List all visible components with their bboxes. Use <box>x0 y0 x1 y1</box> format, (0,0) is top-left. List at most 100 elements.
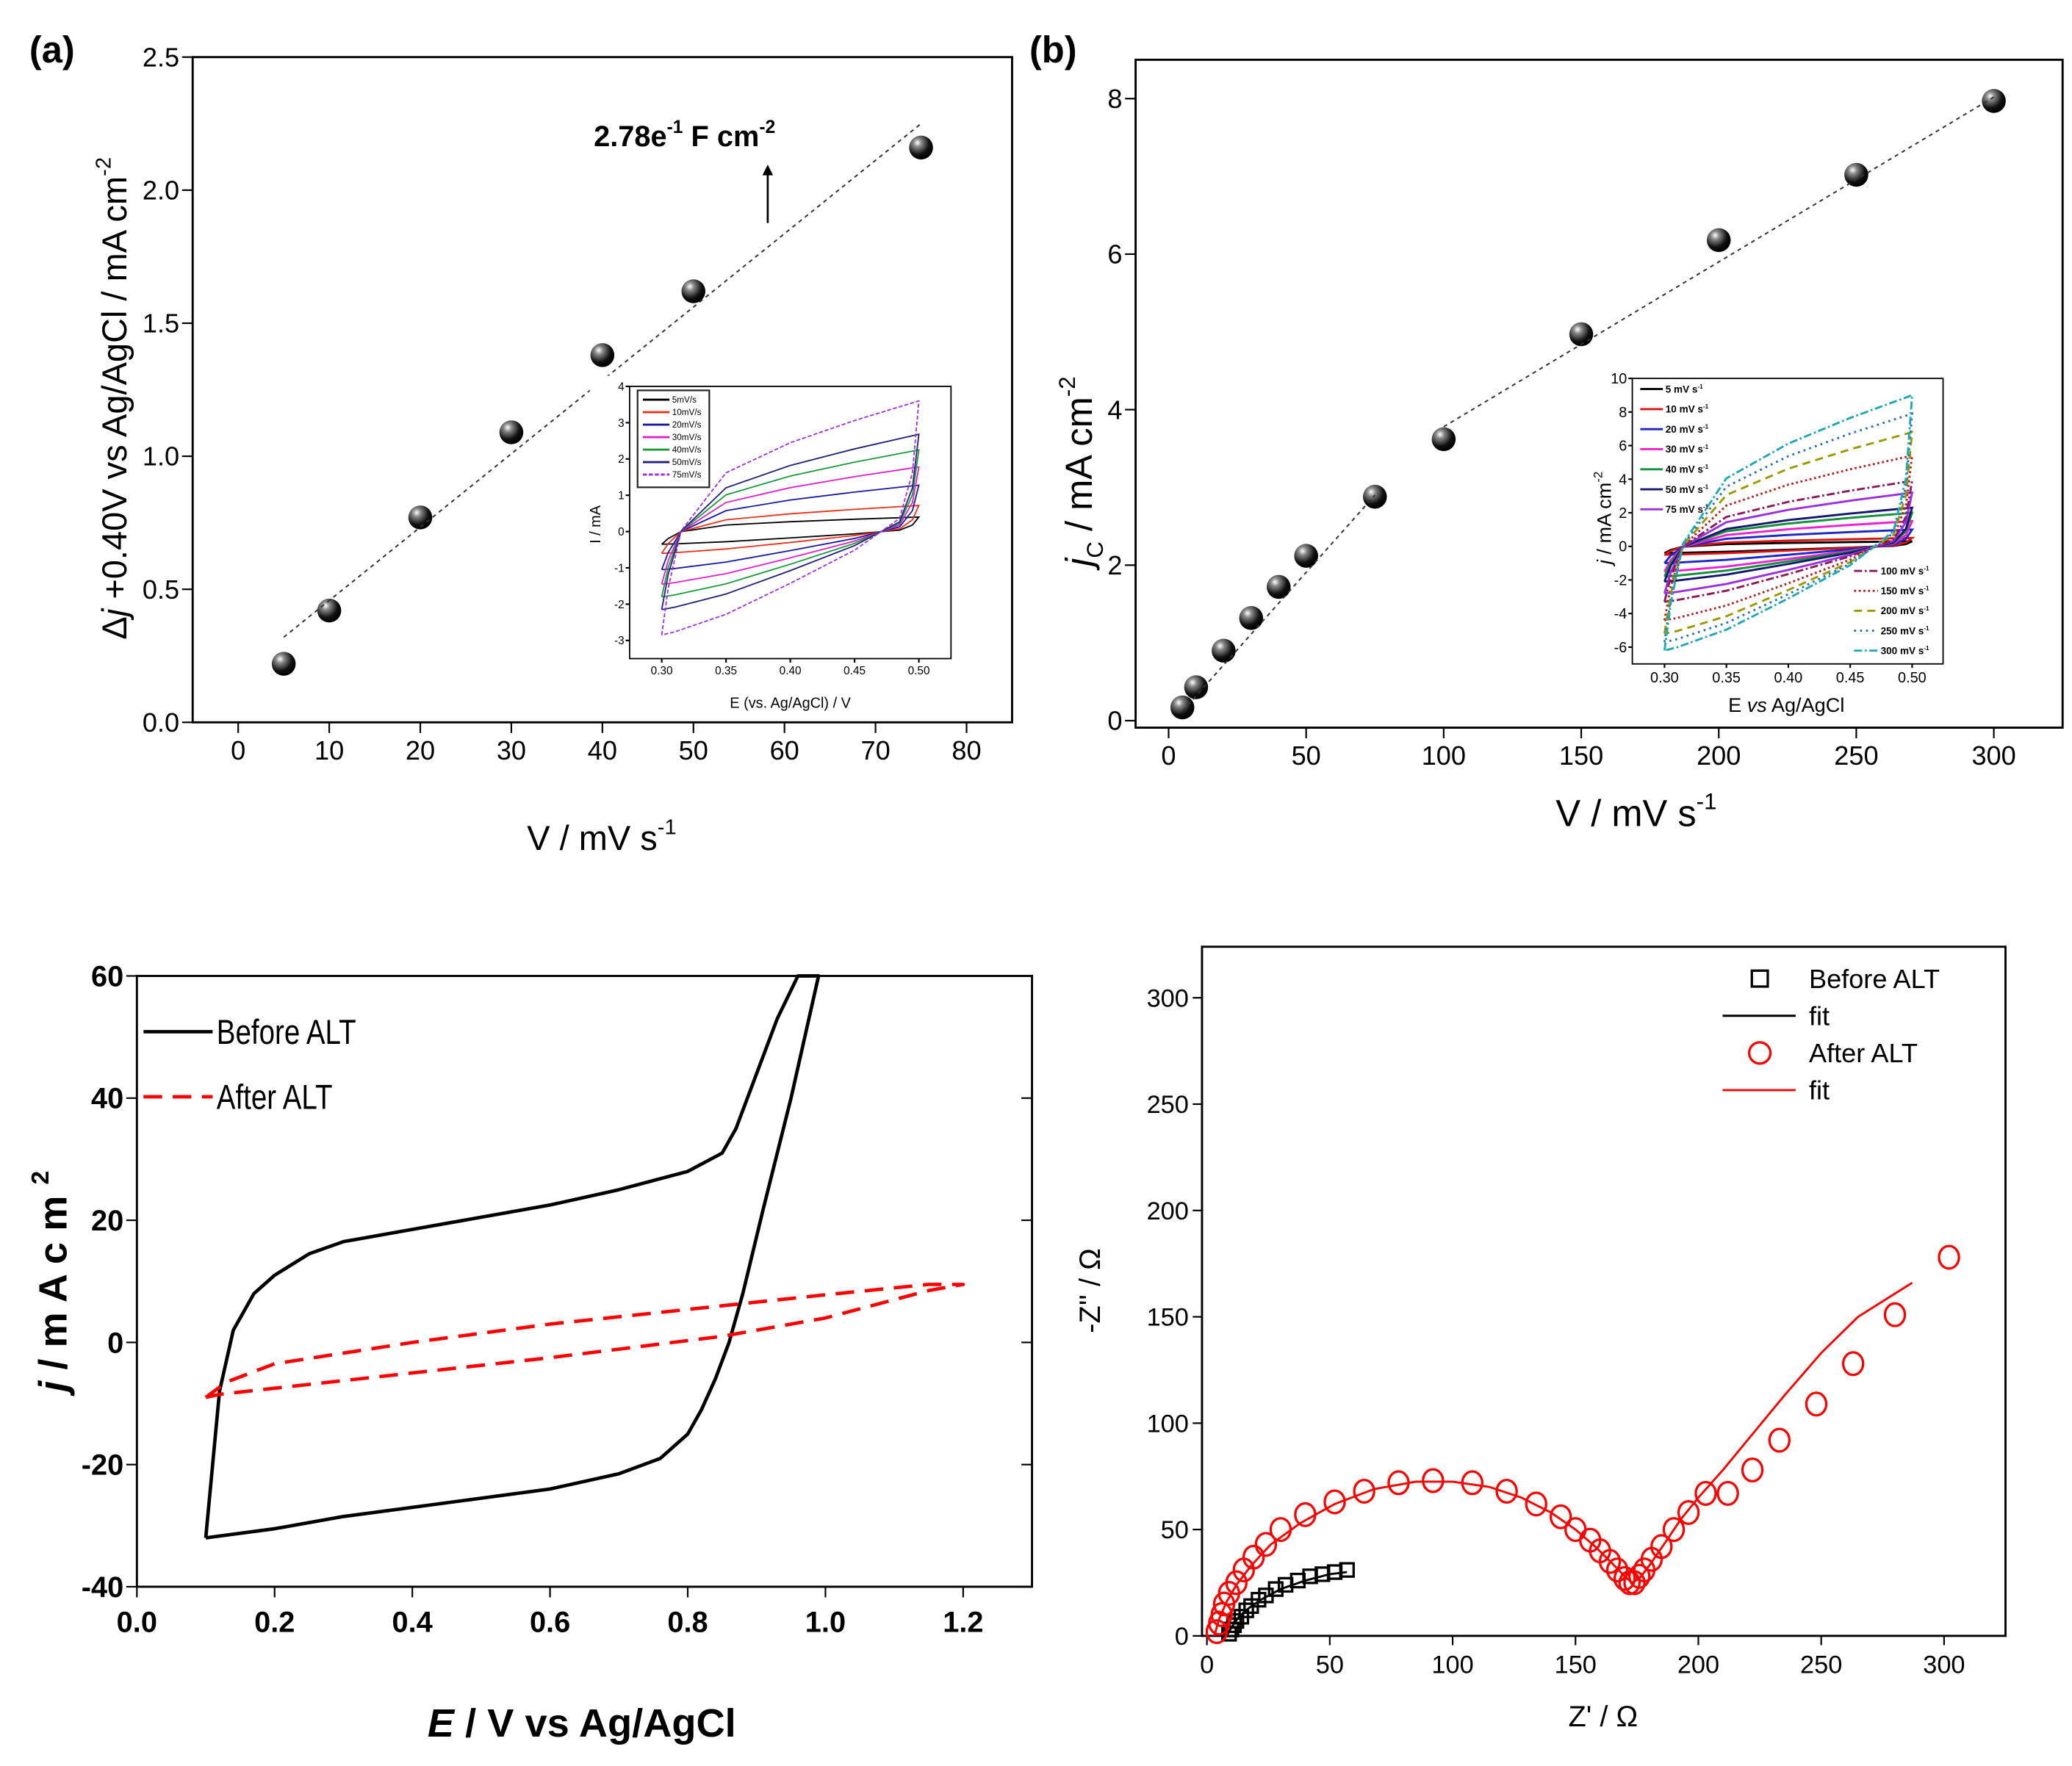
x-tick-label: 0.50 <box>1898 670 1927 686</box>
legend-label-text: 20 mV s <box>1666 424 1703 435</box>
data-point-circle <box>1550 1504 1572 1529</box>
y-tick-label: 6 <box>1107 239 1122 270</box>
data-point-circle <box>1422 1468 1445 1493</box>
legend-label: 20 mV s-1 <box>1666 424 1709 435</box>
legend-label: 75 mV s-1 <box>1666 504 1709 515</box>
data-point-circle <box>1650 1534 1673 1560</box>
y-tick-label: -20 <box>82 1449 123 1482</box>
legend-label-sup: -1 <box>1703 483 1709 490</box>
y-axis-label-part: -2 <box>93 157 116 176</box>
y-tick-label: 0.5 <box>143 574 179 605</box>
legend-label-text: 300 mV s <box>1881 645 1924 656</box>
legend-item: 200 mV s-1 <box>1854 605 1929 616</box>
data-point-circle <box>1677 1499 1700 1525</box>
data-point-circle <box>1613 1565 1636 1591</box>
cv-curve <box>661 433 920 610</box>
legend-label-text: 50 mV s <box>1666 484 1703 495</box>
data-point-circle <box>1495 1478 1518 1504</box>
cv-curve <box>1663 528 1915 565</box>
legend-item: 150 mV s-1 <box>1854 585 1929 597</box>
y-tick-label: 6 <box>1619 439 1627 455</box>
panel-label-b: (b) <box>1029 29 1077 71</box>
data-point-circle <box>1525 1491 1547 1517</box>
x-axis-label: V / mV s-1 <box>527 816 676 857</box>
legend: Before ALT fit After ALT fit <box>1722 964 1940 1106</box>
x-axis-label: V / mV s-1 <box>1555 789 1716 835</box>
legend-label-sup: -1 <box>1703 424 1709 430</box>
y-axis-label-part: -2 <box>1054 376 1080 397</box>
x-tick-label: 0.30 <box>651 665 673 677</box>
data-point-circle <box>1598 1549 1622 1574</box>
legend-label: 300 mV s-1 <box>1881 645 1929 656</box>
legend-item: 50mV/s <box>642 458 702 467</box>
legend-item: fit <box>1722 1075 1830 1106</box>
cv-curve <box>1663 412 1914 644</box>
series-5mv-s <box>661 516 921 545</box>
legend-label: 5mV/s <box>672 395 697 405</box>
capacitance-annotation-part: F cm <box>683 120 760 153</box>
y-tick-label: 1.0 <box>143 442 179 472</box>
x-axis-label-part: E <box>1728 693 1747 716</box>
cv-curve <box>1663 506 1914 583</box>
data-point <box>1363 484 1387 509</box>
x-axis-label: Z' / Ω <box>1568 1701 1638 1733</box>
y-axis-label-part: -Z'' / Ω <box>1074 1248 1107 1333</box>
y-tick-label: -4 <box>1614 606 1627 622</box>
legend-item: After ALT <box>143 1078 333 1117</box>
legend: 5 mV s-110 mV s-120 mV s-130 mV s-140 mV… <box>1640 383 1929 656</box>
x-tick-label: 40 <box>588 735 617 765</box>
data-point-square <box>1238 1602 1254 1618</box>
y-axis-label-part: C <box>1082 541 1108 558</box>
data-point-circle <box>1694 1480 1717 1506</box>
x-tick-label: 0.45 <box>843 665 866 677</box>
series-75mv-s <box>661 400 920 636</box>
legend-item: 20 mV s-1 <box>1640 424 1709 435</box>
cv-curve <box>661 505 921 555</box>
legend-label-text: Before ALT <box>1809 964 1940 994</box>
y-tick-label: 200 <box>1147 1197 1189 1225</box>
legend-label: 100 mV s-1 <box>1881 566 1929 577</box>
x-tick-label: 50 <box>679 735 708 765</box>
data-point-circle <box>1841 1351 1865 1377</box>
data-point-square <box>1223 1621 1240 1637</box>
legend-item: 5mV/s <box>642 395 697 405</box>
data-point <box>681 279 706 303</box>
data-point <box>499 420 524 444</box>
x-axis-label-part: Ag/AgCl <box>1767 693 1845 716</box>
legend-item: 50 mV s-1 <box>1640 483 1709 495</box>
x-tick-label: 0 <box>1200 1651 1214 1679</box>
legend-item: 10mV/s <box>642 408 702 417</box>
series-line <box>204 1283 965 1399</box>
legend-label: After ALT <box>1809 1038 1918 1068</box>
y-axis-label-part: / mA cm <box>1593 483 1616 560</box>
y-axis-label-part: j <box>1058 557 1100 571</box>
legend: 5mV/s 10mV/s 20mV/s 30mV/s 40mV/s 50mV/s 75mV/… <box>636 389 711 489</box>
series-75-mv-s <box>1663 491 1914 595</box>
data-point <box>1239 606 1264 630</box>
legend-item: 20mV/s <box>642 420 702 430</box>
series-50mv-s <box>661 433 920 610</box>
cv-curve <box>1663 519 1914 573</box>
data-point-circle <box>1242 1544 1265 1570</box>
legend-label: 10 mV s-1 <box>1666 403 1709 414</box>
cv-curve <box>661 400 920 636</box>
y-tick-label: 2 <box>1107 550 1122 580</box>
x-tick-label: 0.50 <box>908 665 930 677</box>
legend-label: 10mV/s <box>672 408 702 417</box>
data-point-circle <box>1628 1563 1651 1589</box>
plot-frame <box>135 975 1034 1588</box>
data-point-circle <box>1768 1427 1791 1453</box>
series-before-alt <box>204 974 821 1540</box>
y-tick-label: 40 <box>91 1083 123 1115</box>
legend: Before ALT After ALT <box>143 1013 356 1117</box>
x-tick-label: 0.40 <box>1774 670 1803 686</box>
x-tick-label: 0.35 <box>715 665 737 677</box>
legend-label-sup: -1 <box>1703 464 1709 470</box>
legend-label-text: After ALT <box>217 1078 333 1117</box>
x-tick-label: 300 <box>1923 1651 1965 1679</box>
legend-item: 100 mV s-1 <box>1854 566 1929 577</box>
legend-label-sup: -1 <box>1703 504 1709 511</box>
x-axis-label-part: Z' / Ω <box>1568 1701 1638 1733</box>
y-axis-label-part: / mA cm <box>1058 397 1100 541</box>
